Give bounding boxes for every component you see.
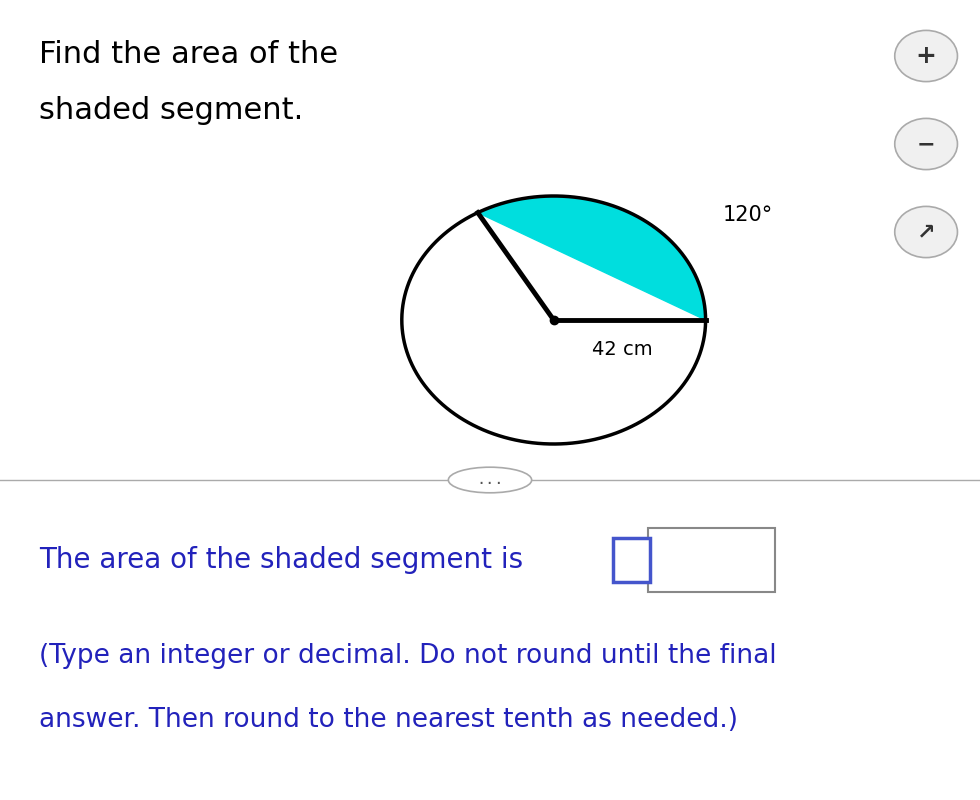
Circle shape xyxy=(895,206,957,258)
Text: shaded segment.: shaded segment. xyxy=(39,96,304,125)
Text: 42 cm: 42 cm xyxy=(592,340,653,359)
Text: 120°: 120° xyxy=(723,205,773,225)
FancyBboxPatch shape xyxy=(648,528,775,592)
Text: +: + xyxy=(915,44,937,68)
Polygon shape xyxy=(478,196,706,320)
Text: −: − xyxy=(916,134,936,154)
Text: answer. Then round to the nearest tenth as needed.): answer. Then round to the nearest tenth … xyxy=(39,707,738,733)
FancyBboxPatch shape xyxy=(612,538,650,582)
Text: (Type an integer or decimal. Do not round until the final: (Type an integer or decimal. Do not roun… xyxy=(39,643,777,669)
Text: ↗: ↗ xyxy=(916,222,936,242)
Text: Find the area of the: Find the area of the xyxy=(39,40,338,69)
Text: cm.: cm. xyxy=(658,546,709,574)
Text: The area of the shaded segment is: The area of the shaded segment is xyxy=(39,546,523,574)
Ellipse shape xyxy=(448,467,531,493)
Text: ...: ... xyxy=(476,473,504,487)
Circle shape xyxy=(895,30,957,82)
Circle shape xyxy=(895,118,957,170)
